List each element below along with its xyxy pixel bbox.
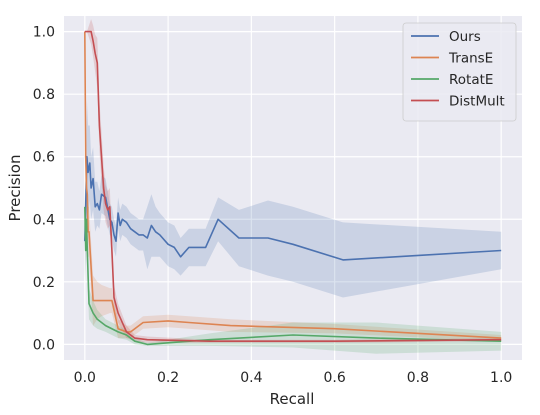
x-tick-labels: 0.0 0.2 0.4 0.6 0.8 1.0: [74, 370, 513, 386]
series-lines: [84, 30, 502, 346]
y-tick-labels: 0.0 0.2 0.4 0.6 0.8 1.0: [33, 25, 55, 354]
x-tick-label: 1.0: [490, 370, 512, 386]
transe-line: [84, 31, 502, 339]
x-tick-label: 0.8: [407, 370, 429, 386]
x-axis-label: Recall: [270, 390, 315, 408]
y-tick-label: 0.2: [33, 275, 55, 291]
x-tick-label: 0.4: [240, 370, 262, 386]
y-axis-label: Precision: [6, 155, 24, 222]
y-tick-label: 1.0: [33, 25, 55, 41]
y-tick-label: 0.0: [33, 337, 55, 353]
x-tick-label: 0.2: [157, 370, 179, 386]
y-tick-label: 0.8: [33, 87, 55, 103]
distmult-line: [84, 30, 502, 343]
legend-label-transe: TransE: [448, 51, 493, 67]
legend-box: [402, 22, 517, 122]
legend-label-rotate: RotatE: [449, 72, 493, 88]
y-tick-label: 0.6: [33, 150, 55, 166]
rotate-band: [84, 191, 502, 354]
legend-label-distmult: DistMult: [449, 94, 505, 110]
ours-line: [84, 155, 502, 261]
legend-label-ours: Ours: [449, 29, 481, 45]
y-tick-label: 0.4: [33, 212, 55, 228]
legend: Ours TransE RotatE DistMult: [402, 22, 517, 122]
x-tick-label: 0.0: [74, 370, 96, 386]
rotate-line: [84, 206, 502, 346]
x-tick-label: 0.6: [324, 370, 346, 386]
